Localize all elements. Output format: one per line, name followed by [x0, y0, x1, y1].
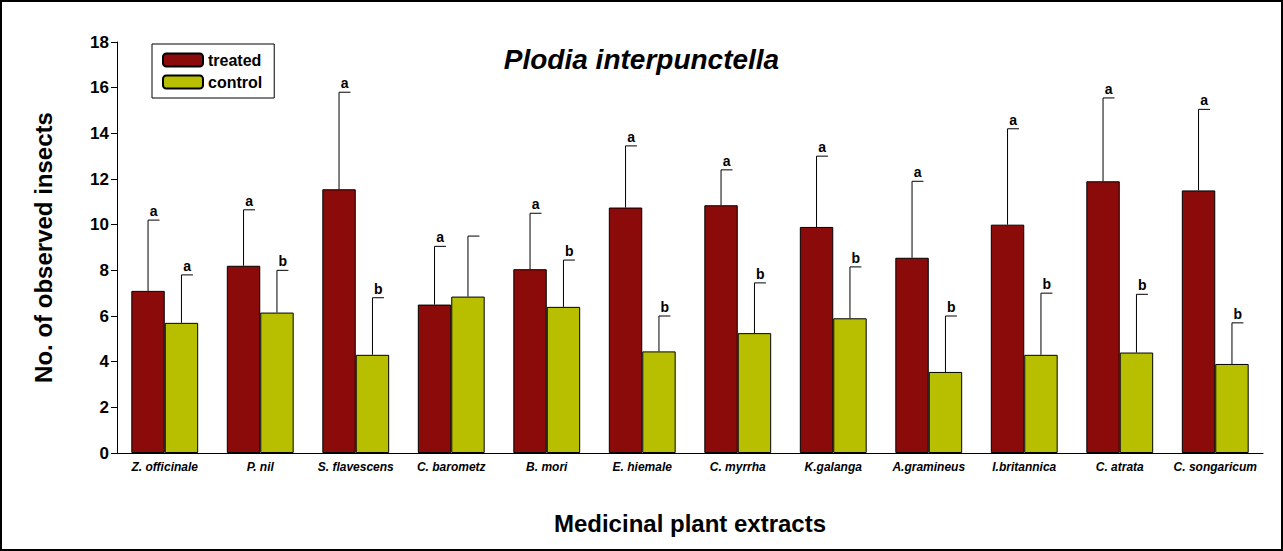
svg-text:b: b — [278, 253, 287, 269]
svg-text:a: a — [436, 229, 444, 245]
svg-text:b: b — [1138, 277, 1147, 293]
svg-text:2: 2 — [100, 398, 109, 417]
svg-text:a: a — [723, 153, 731, 169]
svg-text:C. barometz: C. barometz — [417, 460, 486, 474]
svg-text:b: b — [947, 299, 956, 315]
svg-text:b: b — [660, 299, 669, 315]
svg-text:b: b — [756, 266, 765, 282]
svg-text:I.britannica: I.britannica — [992, 460, 1056, 474]
svg-text:a: a — [532, 196, 540, 212]
svg-text:a: a — [150, 203, 158, 219]
svg-text:10: 10 — [90, 215, 109, 234]
svg-text:12: 12 — [90, 170, 109, 189]
svg-text:0: 0 — [100, 444, 109, 463]
svg-text:S. flavescens: S. flavescens — [318, 460, 394, 474]
svg-text:4: 4 — [100, 352, 110, 371]
svg-text:a: a — [1009, 112, 1017, 128]
svg-text:C. myrrha: C. myrrha — [710, 460, 766, 474]
svg-text:b: b — [374, 281, 383, 297]
svg-text:a: a — [1200, 92, 1208, 108]
svg-text:Z. officinale: Z. officinale — [131, 460, 199, 474]
svg-text:K.galanga: K.galanga — [805, 460, 863, 474]
svg-text:6: 6 — [100, 307, 109, 326]
svg-text:b: b — [1233, 306, 1242, 322]
svg-text:control: control — [208, 74, 262, 91]
svg-text:a: a — [245, 193, 253, 209]
svg-text:treated: treated — [208, 52, 261, 69]
svg-text:C. atrata: C. atrata — [1096, 460, 1144, 474]
svg-text:14: 14 — [90, 124, 109, 143]
svg-text:C. songaricum: C. songaricum — [1174, 460, 1258, 474]
svg-text:b: b — [1042, 276, 1051, 292]
svg-text:E. hiemale: E. hiemale — [613, 460, 673, 474]
svg-text:a: a — [914, 164, 922, 180]
svg-text:18: 18 — [90, 33, 109, 52]
svg-text:a: a — [627, 129, 635, 145]
svg-text:a: a — [183, 258, 191, 274]
svg-text:P. nil: P. nil — [247, 460, 275, 474]
svg-text:Medicinal plant extracts: Medicinal plant extracts — [554, 510, 826, 537]
svg-text:No. of observed insects: No. of observed insects — [30, 112, 57, 383]
svg-text:Plodia interpunctella: Plodia interpunctella — [504, 44, 779, 75]
svg-text:a: a — [341, 75, 349, 91]
svg-text:a: a — [1105, 81, 1113, 97]
svg-text:a: a — [818, 139, 826, 155]
svg-text:16: 16 — [90, 78, 109, 97]
svg-text:8: 8 — [100, 261, 109, 280]
svg-text:b: b — [851, 250, 860, 266]
svg-text:b: b — [565, 243, 574, 259]
svg-text:A.gramineus: A.gramineus — [891, 460, 965, 474]
svg-text:B. mori: B. mori — [526, 460, 568, 474]
